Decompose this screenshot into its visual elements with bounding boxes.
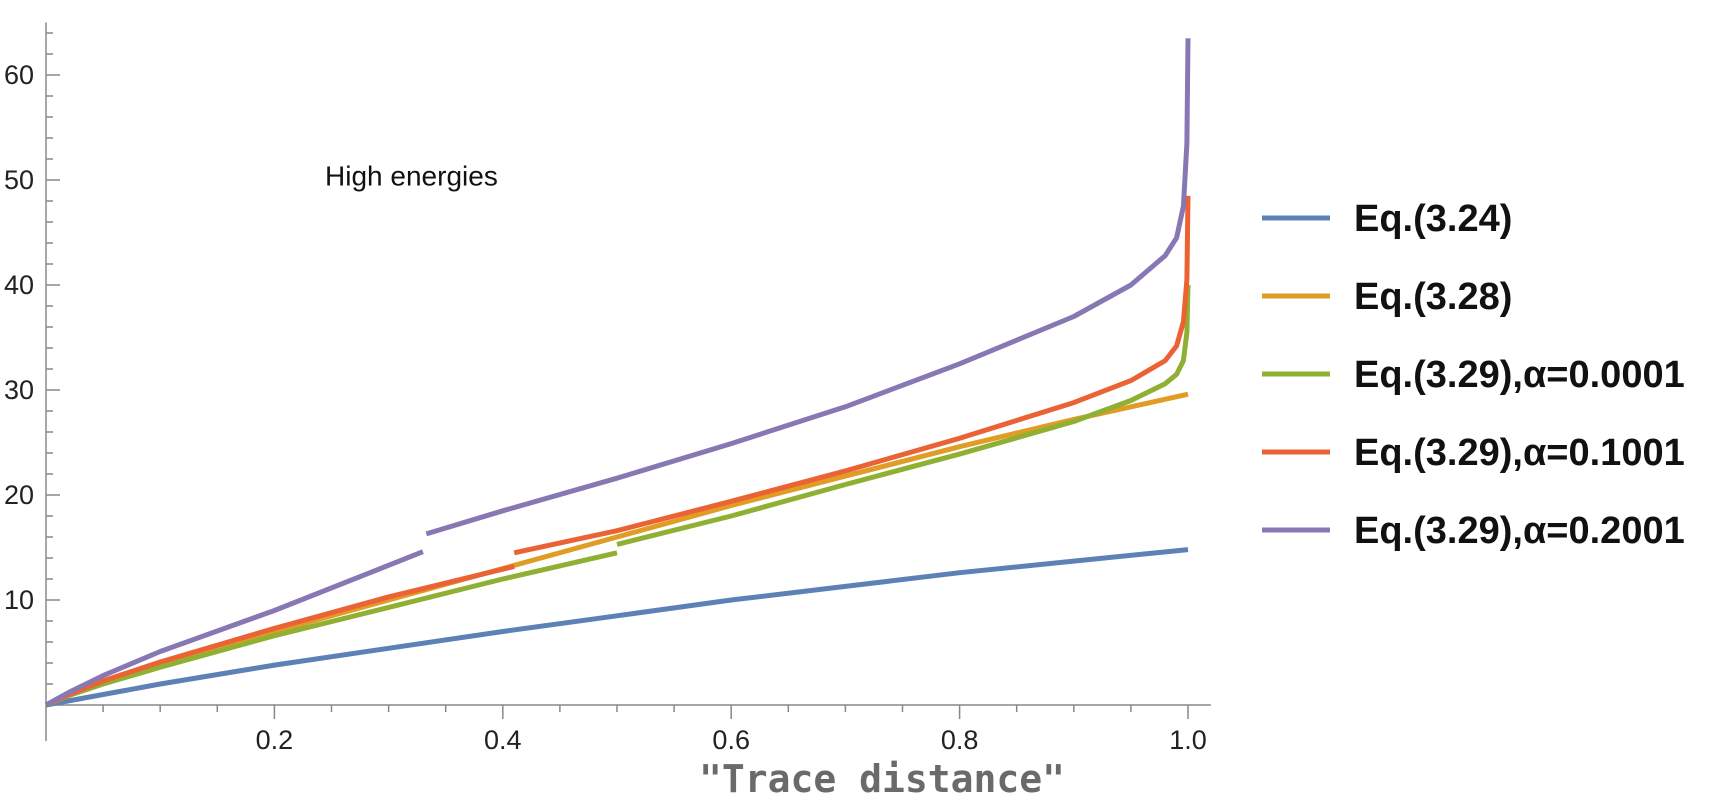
annotations: High energies [325,160,498,191]
legend-item: Eq.(3.29),α=0.2001 [1262,510,1685,552]
legend-label: Eq.(3.28) [1354,276,1512,318]
x-tick-label: 0.6 [712,725,750,755]
series-line [44,549,424,708]
legend-label: Eq.(3.29),α=0.0001 [1354,354,1685,396]
legend: Eq.(3.24) Eq.(3.28) Eq.(3.29),α=0.0001 Eq.(… [1262,198,1685,552]
legend-item: Eq.(3.29),α=0.1001 [1262,432,1685,474]
legend-item: Eq.(3.24) [1262,198,1512,240]
series-5 [44,38,1191,708]
legend-label: Eq.(3.29),α=0.2001 [1354,510,1685,552]
series-line [425,38,1191,537]
x-axis-title: "Trace distance" [699,757,1065,801]
x-ticks: 0.2 0.4 0.6 0.8 1.0 [102,705,1207,755]
x-tick-label: 0.4 [484,725,522,755]
y-tick-label: 10 [4,585,34,615]
series-2 [44,391,1189,708]
series-line [45,547,1189,708]
annotation-text: High energies [325,160,498,191]
series-3 [45,284,1191,708]
y-tick-label: 50 [4,165,34,195]
series-line [513,195,1191,556]
series-1 [45,547,1189,708]
legend-item: Eq.(3.29),α=0.0001 [1262,354,1685,396]
legend-label: Eq.(3.29),α=0.1001 [1354,432,1685,474]
series-line [616,284,1191,547]
y-tick-label: 40 [4,270,34,300]
legend-item: Eq.(3.28) [1262,276,1512,318]
x-tick-label: 0.2 [256,725,294,755]
y-ticks: 10 20 30 40 50 60 [4,32,60,685]
y-tick-label: 20 [4,480,34,510]
series-line [44,391,1189,708]
axes: 0.2 0.4 0.6 0.8 1.0 10 20 30 40 50 60 [4,22,1211,755]
x-tick-label: 1.0 [1169,725,1207,755]
legend-label: Eq.(3.24) [1354,198,1512,240]
y-tick-label: 60 [4,60,34,90]
series-lines [44,38,1191,708]
y-tick-label: 30 [4,375,34,405]
x-tick-label: 0.8 [941,725,979,755]
